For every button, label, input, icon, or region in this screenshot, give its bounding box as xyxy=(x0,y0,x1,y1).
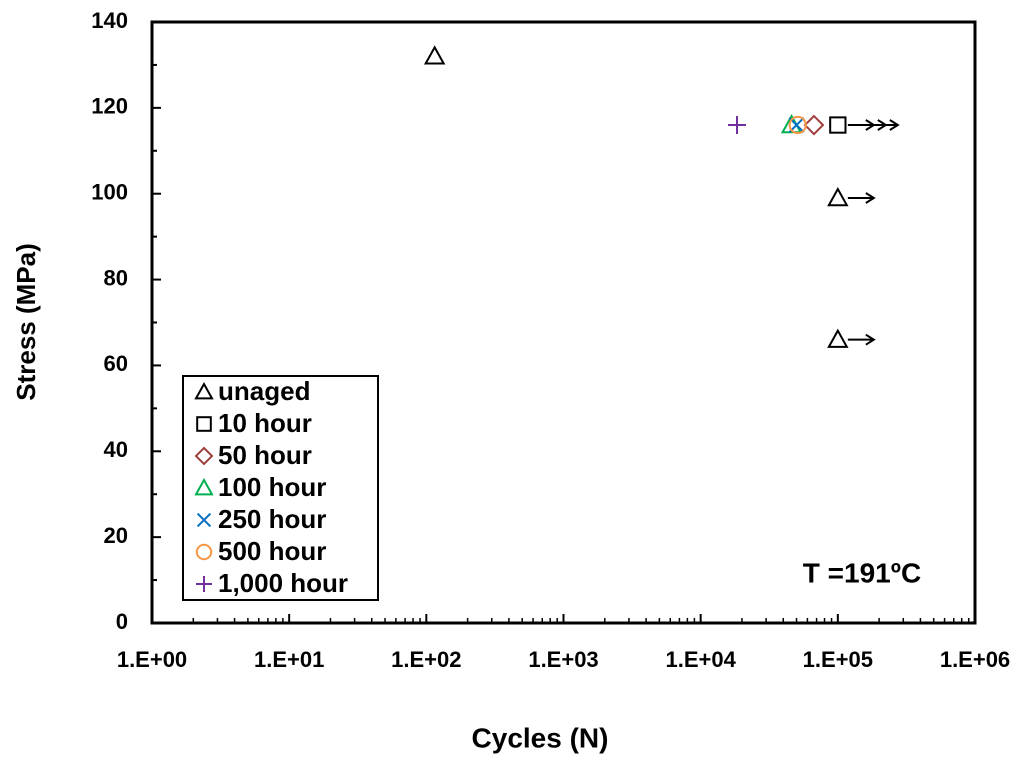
y-tick-label: 0 xyxy=(116,609,128,634)
y-tick-label: 40 xyxy=(104,437,128,462)
marker xyxy=(827,328,849,348)
y-tick-label: 120 xyxy=(91,94,128,119)
legend-marker xyxy=(196,512,212,528)
marker xyxy=(829,116,847,134)
runout-arrow xyxy=(847,192,876,204)
y-tick-label: 140 xyxy=(91,8,128,33)
x-tick-label: 1.E+00 xyxy=(117,647,187,672)
legend-label: 50 hour xyxy=(218,440,312,470)
y-tick-label: 20 xyxy=(104,523,128,548)
legend-box xyxy=(182,375,379,601)
y-tick-label: 80 xyxy=(104,265,128,290)
marker xyxy=(423,45,446,65)
legend-marker xyxy=(195,543,213,561)
x-tick-label: 1.E+06 xyxy=(940,647,1010,672)
legend-label: 10 hour xyxy=(218,408,312,438)
x-tick-label: 1.E+02 xyxy=(391,647,461,672)
x-tick-label: 1.E+01 xyxy=(254,647,324,672)
x-tick-label: 1.E+03 xyxy=(528,647,598,672)
annotation: T =191ºC xyxy=(803,557,921,588)
marker xyxy=(827,186,849,207)
legend-marker xyxy=(196,416,212,432)
runout-arrow xyxy=(847,333,876,346)
marker xyxy=(803,114,825,136)
legend-label: 1,000 hour xyxy=(218,568,348,598)
y-tick-label: 60 xyxy=(104,351,128,376)
legend-marker xyxy=(194,477,214,496)
marker xyxy=(727,116,746,135)
x-axis-title: Cycles (N) xyxy=(472,722,609,753)
legend-marker xyxy=(194,446,214,466)
x-tick-label: 1.E+04 xyxy=(665,647,736,672)
x-tick-label: 1.E+05 xyxy=(803,647,873,672)
legend-marker xyxy=(196,576,212,592)
marker xyxy=(788,115,807,135)
legend-marker xyxy=(194,381,214,400)
legend-label: 100 hour xyxy=(218,472,326,502)
y-tick-label: 100 xyxy=(91,180,128,205)
legend-label: unaged xyxy=(218,376,310,406)
runout-arrow xyxy=(847,119,900,131)
legend-label: 250 hour xyxy=(218,504,326,534)
y-axis-title: Stress (MPa) xyxy=(11,243,41,401)
legend-label: 500 hour xyxy=(218,536,326,566)
